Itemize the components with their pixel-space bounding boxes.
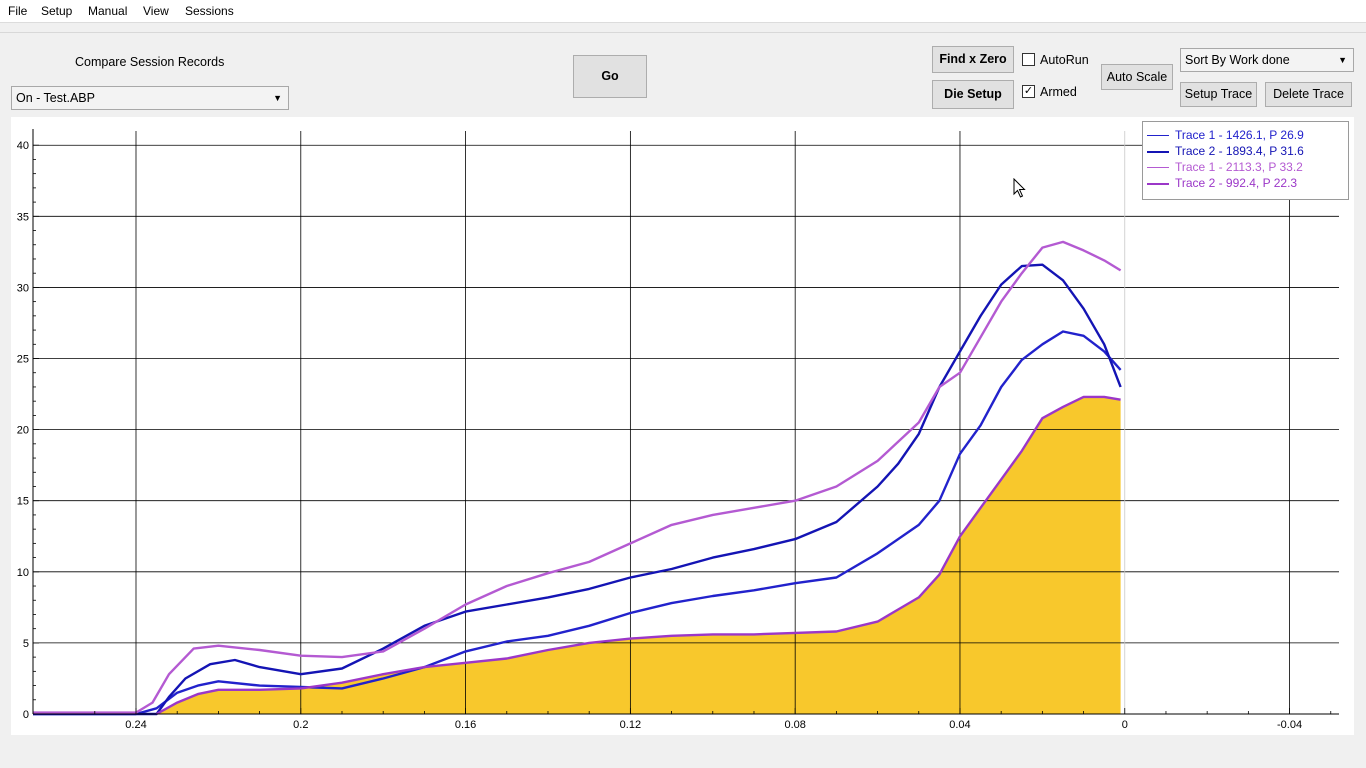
toolbar-separator	[0, 32, 1366, 33]
sort-select[interactable]: Sort By Work done ▼	[1180, 48, 1354, 72]
auto-scale-button[interactable]: Auto Scale	[1101, 64, 1173, 90]
chart-legend: Trace 1 - 1426.1, P 26.9 Trace 2 - 1893.…	[1142, 121, 1349, 200]
menu-setup[interactable]: Setup	[41, 4, 73, 18]
legend-label: Trace 2 - 992.4, P 22.3	[1175, 176, 1298, 190]
go-button[interactable]: Go	[573, 55, 647, 98]
x-tick-label: 0.16	[455, 719, 476, 731]
y-tick-label: 15	[17, 496, 29, 508]
y-tick-label: 30	[17, 282, 29, 294]
find-x-zero-button[interactable]: Find x Zero	[932, 46, 1014, 73]
series-line	[156, 395, 1121, 716]
series-line	[33, 330, 1122, 716]
legend-label: Trace 2 - 1893.4, P 31.6	[1175, 144, 1304, 158]
autorun-checkbox[interactable]	[1022, 53, 1035, 66]
x-tick-label: 0.12	[620, 719, 641, 731]
armed-checkbox[interactable]: ✓	[1022, 85, 1035, 98]
x-tick-label: 0.2	[293, 719, 308, 731]
x-tick-label: 0	[1122, 719, 1128, 731]
series-line	[33, 240, 1122, 714]
chevron-down-icon: ▼	[1338, 55, 1347, 65]
x-tick-label: 0.24	[125, 719, 146, 731]
y-tick-label: 25	[17, 354, 29, 366]
chart-area[interactable]: 0 5 10 15 20 25 30 35 40 0.24 0.2 0.16 0.12 0.08 0.04 0…	[11, 117, 1354, 735]
menu-view[interactable]: View	[143, 4, 169, 18]
session-select[interactable]: On - Test.ABP ▼	[11, 86, 289, 110]
chart-svg: 0 5 10 15 20 25 30 35 40 0.24 0.2 0.16 0.12 0.08 0.04 0…	[17, 129, 1339, 731]
mouse-cursor-icon	[1013, 178, 1026, 198]
session-select-value: On - Test.ABP	[16, 91, 95, 105]
x-tick-label: 0.04	[949, 719, 970, 731]
menu-bar: File Setup Manual View Sessions	[0, 0, 1366, 23]
armed-label: Armed	[1040, 85, 1077, 99]
delete-trace-button[interactable]: Delete Trace	[1265, 82, 1352, 107]
x-tick-label: -0.04	[1277, 719, 1302, 731]
legend-label: Trace 1 - 1426.1, P 26.9	[1175, 128, 1304, 142]
y-tick-label: 35	[17, 211, 29, 223]
menu-sessions[interactable]: Sessions	[185, 4, 234, 18]
legend-swatch	[1147, 135, 1169, 136]
legend-swatch	[1147, 151, 1169, 153]
menu-file[interactable]: File	[8, 4, 28, 18]
setup-trace-button[interactable]: Setup Trace	[1180, 82, 1257, 107]
x-tick-label: 0.08	[784, 719, 805, 731]
compare-session-label: Compare Session Records	[75, 55, 225, 69]
menu-manual[interactable]: Manual	[88, 4, 128, 18]
y-tick-label: 10	[17, 567, 29, 579]
y-tick-label: 0	[23, 709, 29, 721]
series-line	[33, 263, 1122, 716]
sort-select-value: Sort By Work done	[1185, 53, 1290, 67]
legend-swatch	[1147, 167, 1169, 168]
y-tick-label: 5	[23, 638, 29, 650]
die-setup-button[interactable]: Die Setup	[932, 80, 1014, 109]
y-tick-label: 40	[17, 140, 29, 152]
legend-label: Trace 1 - 2113.3, P 33.2	[1175, 160, 1303, 174]
chevron-down-icon: ▼	[273, 93, 282, 103]
legend-swatch	[1147, 183, 1169, 185]
y-tick-label: 20	[17, 425, 29, 437]
autorun-label: AutoRun	[1040, 53, 1089, 67]
area-fill	[156, 396, 1121, 714]
